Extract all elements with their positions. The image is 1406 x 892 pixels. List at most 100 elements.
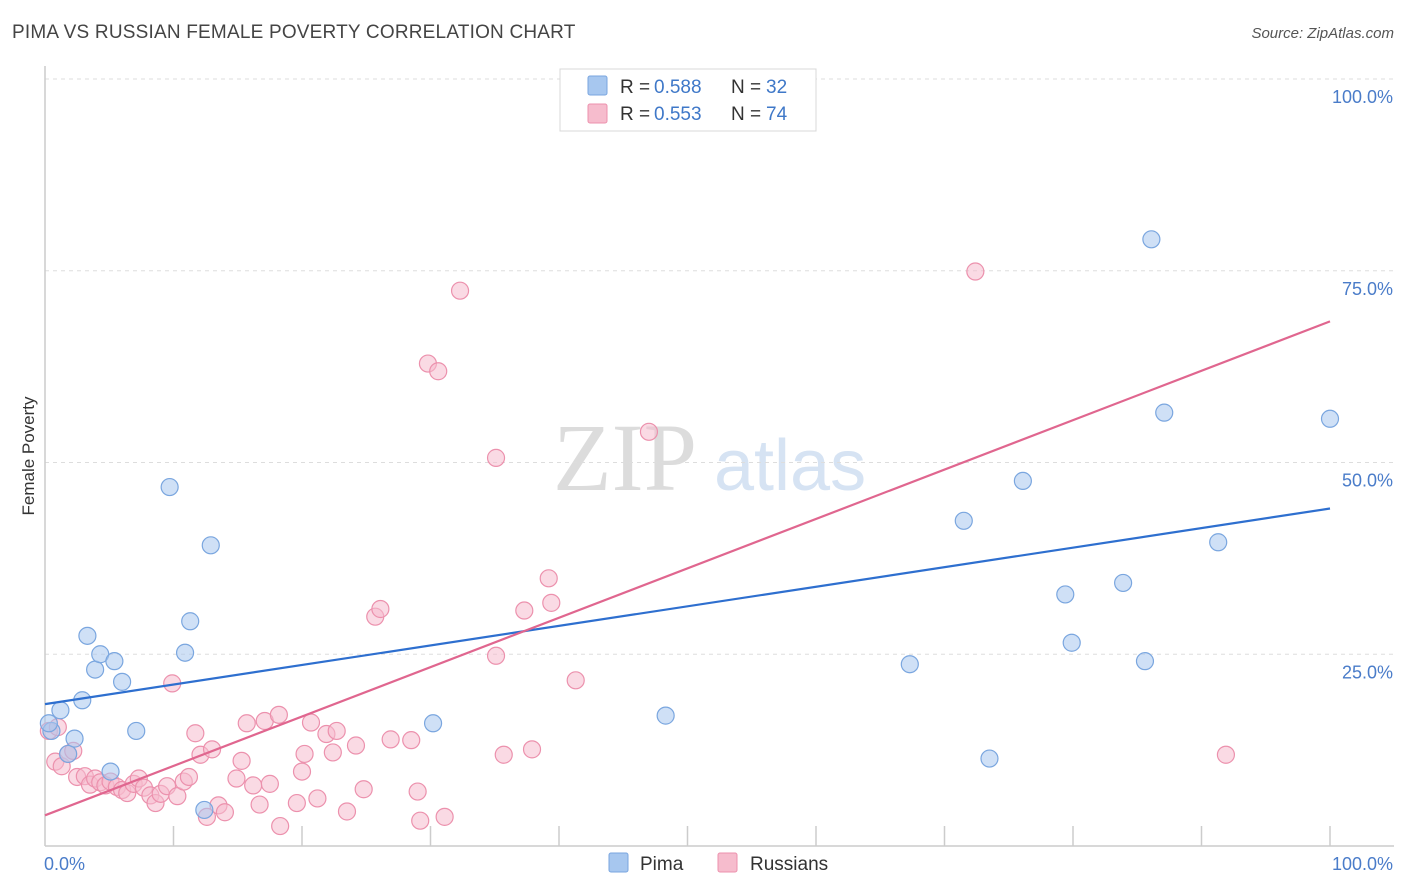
series-pima-points [39,230,1340,820]
russians-point [486,448,506,467]
pima-point [423,714,443,733]
russians-point [308,789,327,808]
russians-point [486,646,506,665]
russians-point [371,599,390,619]
russians-point [411,811,430,830]
pima-point [86,660,105,679]
y-axis-label: Female Poverty [19,396,38,516]
russians-trend-line [44,320,1331,817]
bottom-legend-russians: Russians [750,854,828,875]
watermark-atlas: atlas [714,426,866,506]
russians-point [381,730,400,749]
russians-point [435,807,454,826]
pima-trend-line [44,507,1331,706]
pima-point [980,749,999,768]
pima-point [181,612,200,631]
russians-point [515,601,534,620]
russians-point [301,713,321,732]
russians-point [186,724,205,743]
legend-russians-n-label: N = [731,104,766,125]
pima-point [1155,403,1174,422]
russians-point [639,422,659,441]
bottom-legend-swatch-russians [717,852,738,873]
pima-point [1013,471,1032,491]
russians-point [269,705,288,724]
russians-point [271,816,290,836]
pima-point [954,511,973,530]
pima-point [1062,633,1081,652]
legend-box: R = 0.588 N = 32 R = 0.553 N = 74 [559,68,817,132]
russians-point [260,774,279,793]
pima-point [1135,652,1155,671]
pima-point [195,800,214,820]
pima-point [175,643,195,662]
russians-point [232,751,251,770]
pima-point [101,762,120,781]
russians-point [237,714,256,733]
x-tick-labels: 0.0% 100.0% [44,854,1393,874]
russians-point [227,769,246,788]
watermark-zip: ZIP [553,404,697,511]
russians-point [250,795,269,814]
legend-swatch-russians [587,103,608,124]
pima-point [39,714,58,733]
pima-point [105,652,124,671]
chart-title: PIMA VS RUSSIAN FEMALE POVERTY CORRELATI… [12,22,576,43]
x-tick-label: 100.0% [1332,854,1393,874]
watermark: ZIP atlas [553,404,866,511]
pima-point [201,536,220,555]
legend-pima-n-value: 32 [766,77,787,98]
pima-point [900,655,919,674]
russians-point [522,740,542,759]
russians-point [539,569,558,588]
x-tick-label: 0.0% [44,854,85,874]
russians-point [402,731,421,750]
pima-point [1114,573,1133,593]
pima-point [127,721,146,741]
bottom-legend-pima: Pima [640,854,684,875]
pima-point [59,744,78,764]
pima-point [78,626,97,645]
pima-point [160,477,179,497]
legend-pima-n-label: N = [731,77,766,98]
russians-point [323,743,342,762]
russians-point [295,744,314,764]
russians-point [429,362,448,381]
russians-point [450,281,470,300]
gridlines [45,78,1394,655]
trend-lines [44,320,1331,817]
legend-pima-r-value: 0.588 [654,77,702,98]
russians-point [287,793,306,813]
pima-point [1056,585,1075,604]
russians-point [292,762,312,781]
pima-point [112,672,132,691]
russians-point [327,721,346,741]
russians-point [542,593,561,612]
russians-point [408,782,427,801]
russians-point [566,671,585,690]
russians-point [354,780,373,799]
y-tick-label: 75.0% [1342,279,1393,299]
y-tick-labels: 25.0% 50.0% 75.0% 100.0% [1332,87,1393,682]
y-tick-label: 25.0% [1342,662,1393,682]
legend-russians-r-label: R = [620,104,655,125]
legend-swatch-pima [587,75,608,96]
legend-pima-r-label: R = [620,77,655,98]
pima-point [1209,533,1228,552]
russians-point [1216,745,1236,764]
series-russians-points [39,262,1236,836]
russians-point [966,262,985,281]
legend-russians-r-value: 0.553 [654,104,702,125]
pima-point [65,729,84,748]
pima-point [1320,409,1340,428]
bottom-legend: Pima Russians [608,852,828,875]
russians-point [179,767,199,787]
russians-point [494,745,513,764]
bottom-legend-swatch-pima [608,852,629,873]
chart-source: Source: ZipAtlas.com [1251,25,1394,42]
russians-point [346,736,366,755]
legend-russians-n-value: 74 [766,104,788,125]
russians-point [215,803,234,822]
y-tick-label: 50.0% [1342,471,1393,491]
